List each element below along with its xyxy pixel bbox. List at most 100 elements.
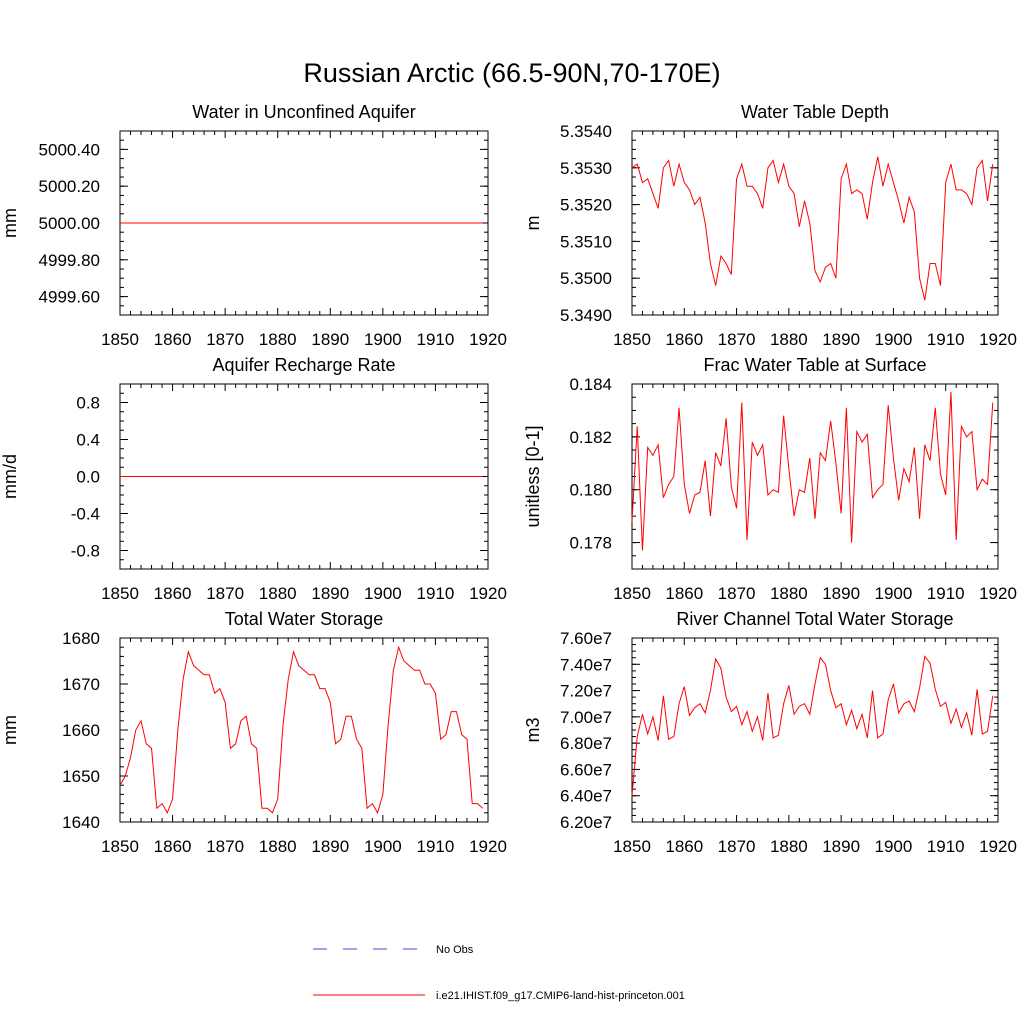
water-table-depth-ytick-label: 5.3520 <box>560 196 612 215</box>
aquifer-recharge-xtick-label: 1900 <box>364 584 402 603</box>
aquifer-recharge-xtick-label: 1850 <box>101 584 139 603</box>
aquifer-recharge-ytick-label: 0.0 <box>76 468 100 487</box>
chart-panels: Water in Unconfined Aquifer 1850 1860 1870 1… <box>0 102 1017 856</box>
aquifer-water-xtick-label: 1850 <box>101 330 139 349</box>
aquifer-water-title: Water in Unconfined Aquifer <box>192 102 415 122</box>
aquifer-water-xtick-label: 1890 <box>311 330 349 349</box>
water-table-depth-xtick-label: 1890 <box>822 330 860 349</box>
river-channel-storage-xtick-label: 1860 <box>665 837 703 856</box>
aquifer-water-ytick-label: 4999.60 <box>39 288 100 307</box>
frac-water-table-ytick-label: 0.182 <box>569 428 612 447</box>
river-channel-storage-ytick-label: 7.40e7 <box>560 655 612 674</box>
river-channel-storage-ytick-label: 7.20e7 <box>560 682 612 701</box>
water-table-depth-xtick-label: 1910 <box>927 330 965 349</box>
frac-water-table-ytick-label: 0.184 <box>569 375 612 394</box>
aquifer-recharge-xtick-label: 1890 <box>311 584 349 603</box>
water-table-depth-ylabel: m <box>523 216 543 231</box>
frac-water-table-xtick-label: 1880 <box>770 584 808 603</box>
river-channel-storage-frame <box>631 637 999 823</box>
water-table-depth-ytick-label: 5.3530 <box>560 159 612 178</box>
total-water-storage-series-line <box>119 645 484 815</box>
frac-water-table-ytick-label: 0.180 <box>569 481 612 500</box>
frac-water-table-xtick-label: 1870 <box>718 584 756 603</box>
water-table-depth-title: Water Table Depth <box>741 102 889 122</box>
river-channel-storage-ytick-label: 7.00e7 <box>560 708 612 727</box>
aquifer-recharge-xtick-label: 1880 <box>259 584 297 603</box>
river-channel-storage-xtick-label: 1920 <box>979 837 1017 856</box>
total-water-storage-ytick-label: 1680 <box>62 629 100 648</box>
aquifer-water-ytick-label: 5000.40 <box>39 140 100 159</box>
water-table-depth-xtick-label: 1880 <box>770 330 808 349</box>
river-channel-storage-title: River Channel Total Water Storage <box>676 609 953 629</box>
total-water-storage-xtick-label: 1900 <box>364 837 402 856</box>
aquifer-recharge-ytick-label: -0.4 <box>71 505 100 524</box>
water-table-depth-xtick-label: 1850 <box>613 330 651 349</box>
water-table-depth-xtick-label: 1870 <box>718 330 756 349</box>
aquifer-water-ylabel: mm <box>0 208 20 238</box>
total-water-storage-ytick-label: 1660 <box>62 721 100 740</box>
panel-aquifer-recharge: Aquifer Recharge Rate 1850 1860 1870 1880 189… <box>0 355 507 603</box>
total-water-storage-ytick-label: 1640 <box>62 813 100 832</box>
frac-water-table-xtick-label: 1850 <box>613 584 651 603</box>
aquifer-water-ytick-label: 5000.20 <box>39 177 100 196</box>
total-water-storage-ylabel: mm <box>0 715 20 745</box>
frac-water-table-xtick-label: 1910 <box>927 584 965 603</box>
panel-total-water-storage: Total Water Storage 1850 1860 1870 1880 1890 1… <box>0 609 507 856</box>
total-water-storage-ytick-label: 1670 <box>62 675 100 694</box>
frac-water-table-xtick-label: 1890 <box>822 584 860 603</box>
aquifer-recharge-xtick-label: 1870 <box>206 584 244 603</box>
river-channel-storage-ytick-label: 6.80e7 <box>560 734 612 753</box>
river-channel-storage-ytick-label: 6.20e7 <box>560 813 612 832</box>
water-table-depth-ytick-label: 5.3540 <box>560 122 612 141</box>
aquifer-recharge-ytick-label: 0.4 <box>76 431 100 450</box>
panel-water-table-depth: Water Table Depth 1850 1860 1870 1880 1890 190… <box>523 102 1017 349</box>
frac-water-table-xtick-label: 1860 <box>665 584 703 603</box>
aquifer-water-xtick-label: 1880 <box>259 330 297 349</box>
panel-river-channel-storage: River Channel Total Water Storage 1850 186… <box>523 609 1017 856</box>
water-table-depth-ytick-label: 5.3490 <box>560 306 612 325</box>
frac-water-table-title: Frac Water Table at Surface <box>703 355 926 375</box>
river-channel-storage-ytick-label: 6.60e7 <box>560 760 612 779</box>
aquifer-water-xtick-label: 1920 <box>469 330 507 349</box>
total-water-storage-xtick-label: 1870 <box>206 837 244 856</box>
aquifer-recharge-xtick-label: 1910 <box>417 584 455 603</box>
aquifer-recharge-xtick-label: 1860 <box>154 584 192 603</box>
legend: No Obs i.e21.IHIST.f09_g17.CMIP6-land-hi… <box>313 944 685 1002</box>
aquifer-water-ytick-label: 5000.00 <box>39 214 100 233</box>
river-channel-storage-ylabel: m3 <box>523 717 543 742</box>
frac-water-table-xtick-label: 1900 <box>875 584 913 603</box>
total-water-storage-frame <box>119 637 489 823</box>
aquifer-recharge-title: Aquifer Recharge Rate <box>212 355 395 375</box>
aquifer-water-xtick-label: 1900 <box>364 330 402 349</box>
frac-water-table-frame <box>631 383 999 570</box>
figure-title: Russian Arctic (66.5-90N,70-170E) <box>303 58 720 88</box>
panel-aquifer-water: Water in Unconfined Aquifer 1850 1860 1870 1… <box>0 102 507 349</box>
river-channel-storage-xtick-label: 1910 <box>927 837 965 856</box>
river-channel-storage-ytick-label: 6.40e7 <box>560 787 612 806</box>
river-channel-storage-series-line <box>631 655 994 796</box>
frac-water-table-series-line <box>631 391 994 551</box>
water-table-depth-ytick-label: 5.3500 <box>560 269 612 288</box>
total-water-storage-xtick-label: 1850 <box>101 837 139 856</box>
frac-water-table-ylabel: unitless [0-1] <box>523 425 543 527</box>
legend-label-no-obs: No Obs <box>436 944 474 956</box>
legend-label-model-run: i.e21.IHIST.f09_g17.CMIP6-land-hist-prin… <box>436 990 685 1002</box>
total-water-storage-xtick-label: 1860 <box>154 837 192 856</box>
total-water-storage-xtick-label: 1890 <box>311 837 349 856</box>
total-water-storage-xtick-label: 1880 <box>259 837 297 856</box>
river-channel-storage-xtick-label: 1850 <box>613 837 651 856</box>
aquifer-water-xtick-label: 1910 <box>417 330 455 349</box>
water-table-depth-ytick-label: 5.3510 <box>560 232 612 251</box>
aquifer-water-xtick-label: 1870 <box>206 330 244 349</box>
river-channel-storage-xtick-label: 1900 <box>875 837 913 856</box>
total-water-storage-ytick-label: 1650 <box>62 767 100 786</box>
total-water-storage-title: Total Water Storage <box>225 609 383 629</box>
aquifer-water-xtick-label: 1860 <box>154 330 192 349</box>
total-water-storage-xtick-label: 1920 <box>469 837 507 856</box>
aquifer-recharge-ylabel: mm/d <box>0 454 20 499</box>
panel-frac-water-table: Frac Water Table at Surface 1850 1860 1870 1… <box>523 355 1017 603</box>
water-table-depth-series-line <box>631 156 994 301</box>
aquifer-water-ytick-label: 4999.80 <box>39 251 100 270</box>
water-table-depth-xtick-label: 1900 <box>875 330 913 349</box>
frac-water-table-ytick-label: 0.178 <box>569 534 612 553</box>
